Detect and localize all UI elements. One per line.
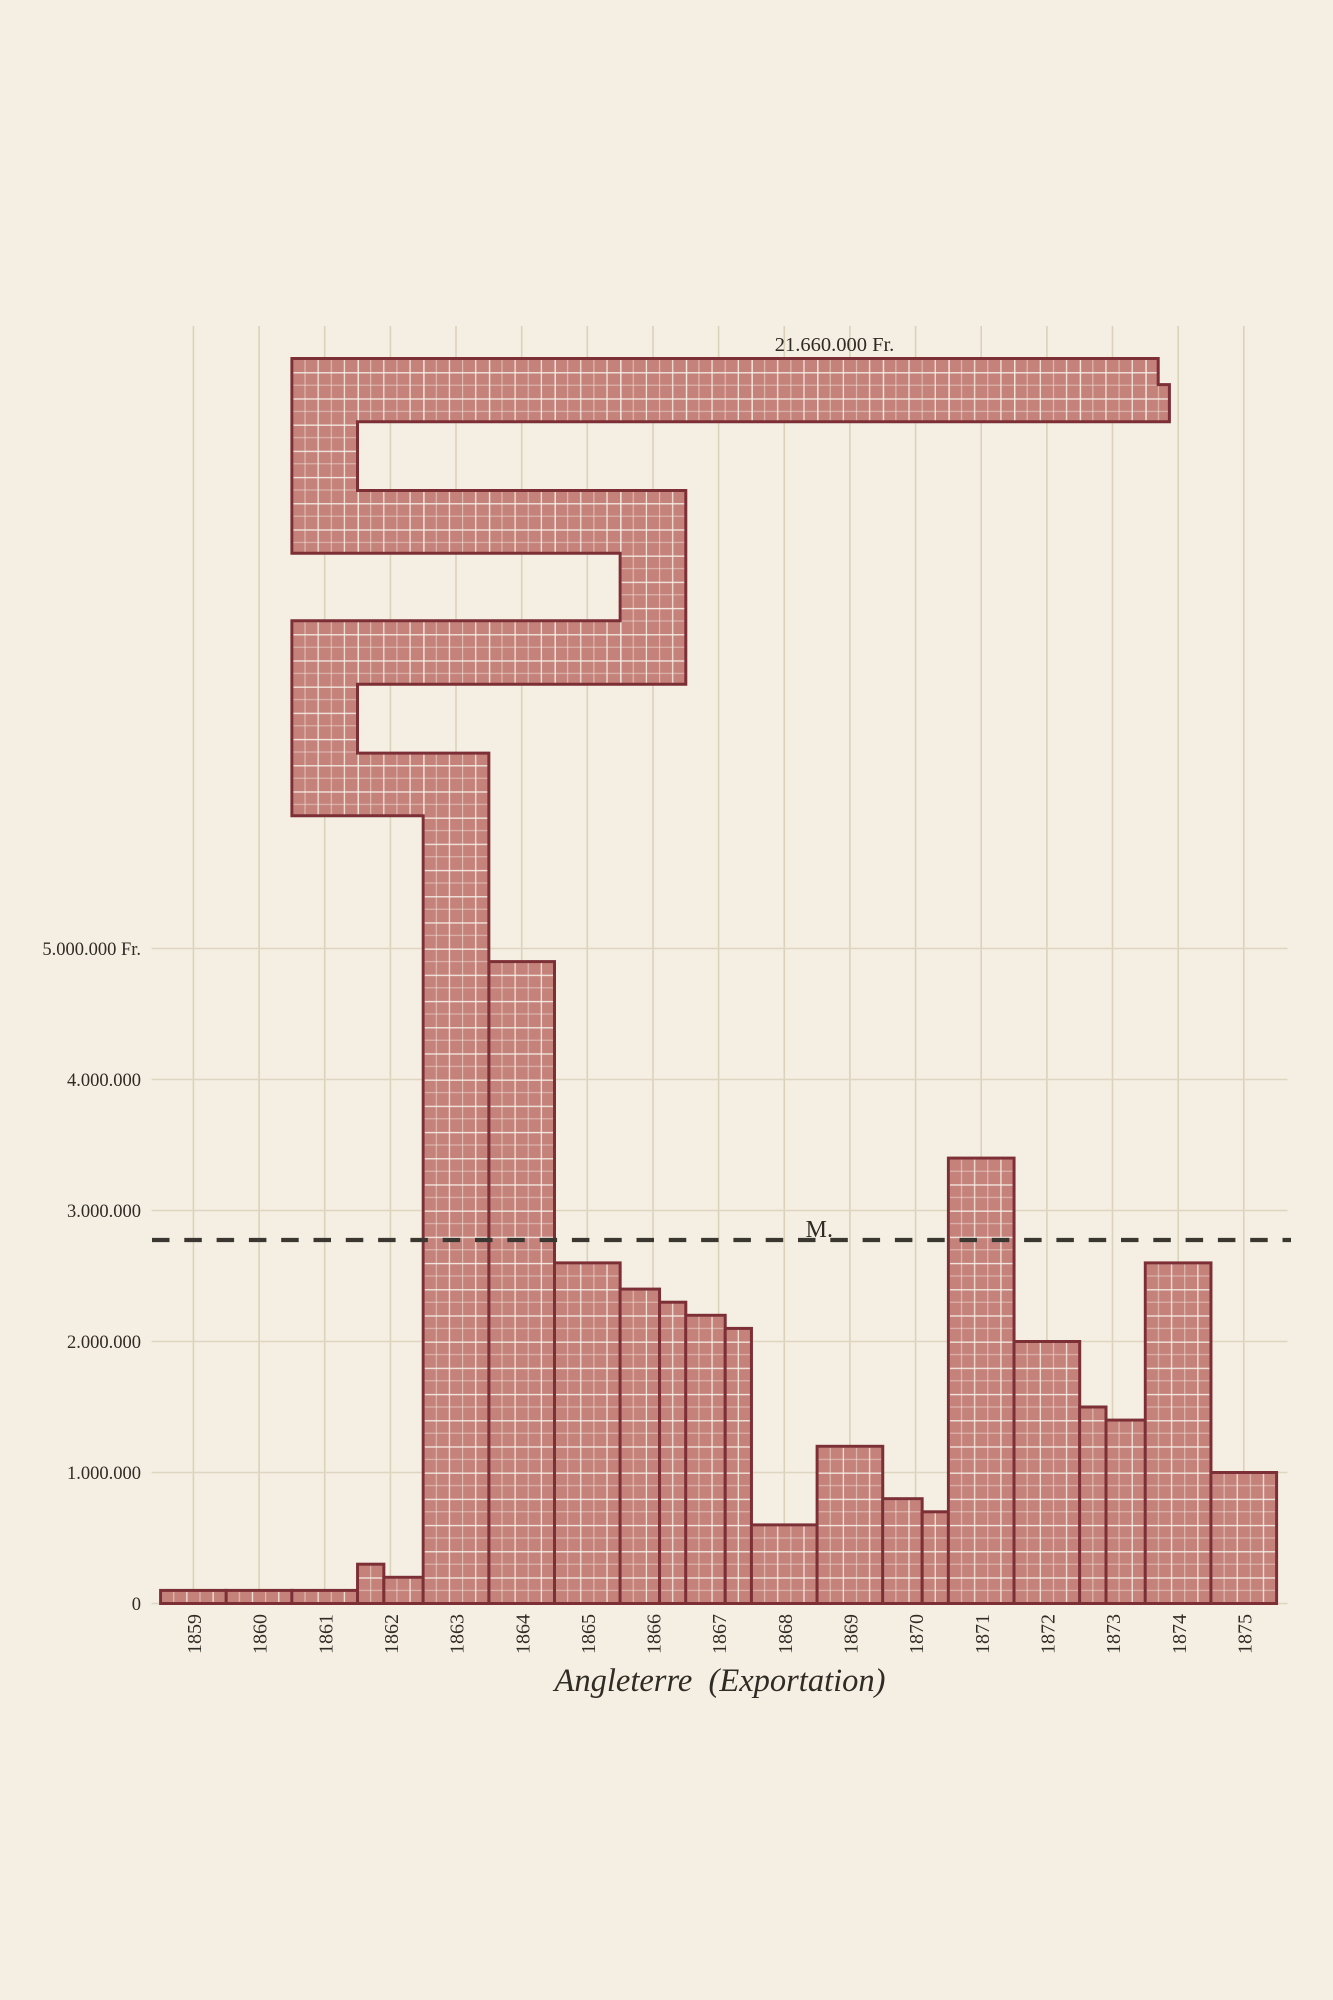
- svg-text:1867: 1867: [709, 1614, 731, 1654]
- svg-text:1875: 1875: [1234, 1614, 1256, 1654]
- svg-text:4.000.000: 4.000.000: [67, 1071, 141, 1091]
- svg-text:1866: 1866: [644, 1614, 666, 1654]
- svg-text:1868: 1868: [775, 1614, 797, 1654]
- svg-text:1871: 1871: [972, 1614, 994, 1654]
- svg-text:1.000.000: 1.000.000: [67, 1464, 141, 1484]
- svg-text:21.660.000 Fr.: 21.660.000 Fr.: [775, 334, 895, 356]
- svg-text:2.000.000: 2.000.000: [67, 1333, 141, 1353]
- svg-text:1862: 1862: [381, 1614, 403, 1654]
- svg-text:3.000.000: 3.000.000: [67, 1202, 141, 1222]
- svg-text:1869: 1869: [841, 1614, 863, 1654]
- svg-text:Angleterre (Exportation): Angleterre (Exportation): [553, 1663, 886, 1699]
- svg-text:1863: 1863: [447, 1614, 469, 1654]
- svg-text:1865: 1865: [578, 1614, 600, 1654]
- svg-text:M.: M.: [806, 1217, 833, 1243]
- svg-text:1860: 1860: [250, 1614, 272, 1654]
- svg-text:5.000.000 Fr.: 5.000.000 Fr.: [42, 940, 141, 960]
- svg-text:1859: 1859: [184, 1614, 206, 1654]
- svg-text:1864: 1864: [512, 1614, 534, 1654]
- svg-text:1870: 1870: [906, 1614, 928, 1654]
- svg-text:1874: 1874: [1169, 1614, 1191, 1654]
- svg-text:1873: 1873: [1103, 1614, 1125, 1654]
- svg-text:0: 0: [132, 1595, 141, 1615]
- svg-text:1861: 1861: [315, 1614, 337, 1654]
- svg-text:1872: 1872: [1038, 1614, 1060, 1654]
